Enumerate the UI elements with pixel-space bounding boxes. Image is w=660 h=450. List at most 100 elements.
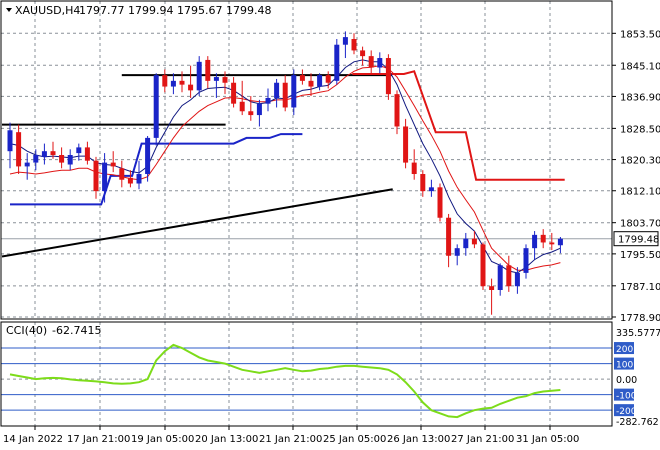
bear-candle-body: [360, 50, 366, 57]
bull-candle-body: [523, 248, 529, 273]
cci-level-tag: [614, 357, 634, 370]
bear-candle-body: [162, 75, 168, 87]
price-tick-label: 1853.50: [620, 29, 660, 40]
bear-candle-body: [127, 177, 133, 184]
bear-candle-body: [84, 147, 90, 161]
bull-candle-body: [41, 151, 47, 157]
bull-candle-body: [76, 147, 82, 154]
bear-candle-body: [205, 59, 211, 81]
bear-candle-body: [110, 162, 116, 167]
cci-level-label: 100: [616, 361, 633, 371]
cci-level-tag: [614, 404, 634, 417]
bear-candle-body: [50, 151, 56, 155]
bull-candle-body: [265, 97, 271, 104]
symbol-header: XAUUSD,H4: [15, 4, 80, 17]
bear-candle-body: [299, 75, 305, 81]
cci-level-label: -100: [616, 392, 637, 402]
bull-candle-body: [428, 187, 434, 192]
price-tick-label: 1836.90: [620, 92, 660, 103]
bear-candle-body: [471, 238, 477, 245]
bull-candle-body: [24, 162, 30, 167]
price-overlays: [1, 70, 565, 258]
price-tick-label: 1820.30: [620, 156, 660, 167]
bull-candle-body: [342, 37, 348, 45]
bear-candle-body: [506, 265, 512, 287]
cci-tick-label: 335.5777: [616, 328, 660, 339]
current-price-tag: [613, 231, 659, 247]
price-tick-label: 1778.90: [620, 313, 660, 324]
time-tick-label: 21 Jan 21:00: [259, 434, 322, 445]
cci-grid: [1, 322, 612, 426]
time-tick-label: 17 Jan 21:00: [67, 434, 130, 445]
bear-candle-body: [59, 155, 65, 163]
price-tick-label: 1795.50: [620, 250, 660, 261]
bull-candle-body: [145, 137, 151, 175]
bull-candle-body: [334, 44, 340, 81]
bear-candle-body: [16, 132, 22, 167]
bear-candle-body: [368, 56, 374, 68]
candles: [7, 31, 563, 315]
price-tick-label: 1803.70: [620, 219, 660, 230]
ohlc-header: 1797.77 1799.94 1795.67 1799.48: [79, 4, 271, 17]
bear-candle-body: [239, 101, 245, 112]
bear-candle-body: [480, 244, 486, 287]
bear-candle-body: [403, 126, 409, 163]
bear-candle-body: [351, 39, 357, 51]
time-tick-label: 20 Jan 13:00: [195, 434, 258, 445]
bull-candle-body: [136, 174, 142, 184]
price-tick-label: 1828.50: [620, 124, 660, 135]
bear-candle-body: [437, 187, 443, 218]
bull-candle-body: [7, 130, 13, 152]
bull-candle-body: [463, 238, 469, 249]
symbol-dropdown-icon[interactable]: [6, 8, 12, 12]
bear-candle-body: [385, 58, 391, 95]
bull-candle-body: [532, 234, 538, 249]
bear-candle-body: [540, 234, 546, 243]
bull-candle-body: [256, 103, 262, 116]
cci-panel-frame: [0, 321, 613, 427]
cci-axis: 335.5777 200 100 0.00 -100 -200-282.762: [614, 328, 660, 428]
bear-candle-body: [282, 82, 288, 108]
bear-candle-body: [411, 162, 417, 175]
bull-candle-body: [274, 82, 280, 98]
bull-candle-body: [67, 155, 73, 165]
cci-plot: [9, 343, 561, 419]
price-tick-label: 1845.10: [620, 61, 660, 72]
bull-candle-body: [213, 77, 219, 81]
bear-candle-body: [325, 75, 331, 83]
bear-candle-body: [188, 84, 194, 91]
bear-candle-body: [119, 168, 125, 180]
bear-candle-body: [222, 77, 228, 83]
bull-candle-body: [317, 75, 323, 87]
price-axis: 1853.50 1845.10 1836.90 1828.50 1820.30 1812.…: [612, 29, 660, 324]
bull-candle-body: [33, 155, 39, 163]
bull-candle-body: [454, 248, 460, 256]
cci-line: [9, 343, 561, 419]
bear-candle-body: [394, 94, 400, 127]
cci-level-label: -200: [616, 407, 637, 417]
bull-candle-body: [196, 61, 202, 91]
trendline: [1, 188, 393, 258]
cci-tick-label: -282.762: [616, 417, 659, 428]
bear-candle-body: [93, 160, 99, 192]
time-tick-label: 31 Jan 05:00: [516, 434, 579, 445]
bull-candle-body: [170, 80, 176, 87]
cci-tick-label: 0.00: [616, 375, 637, 386]
current-price-value: 1799.48: [618, 235, 659, 246]
cci-level-tag: [614, 388, 634, 401]
bear-candle-body: [248, 111, 254, 116]
bear-candle-body: [489, 286, 495, 290]
cci-level-label: 200: [616, 345, 633, 355]
bull-candle-body: [557, 238, 563, 246]
bull-candle-body: [153, 75, 159, 138]
cci-label: CCI(40): [6, 324, 47, 337]
cci-value: -62.7415: [52, 324, 101, 337]
time-tick-label: 27 Jan 21:00: [451, 434, 514, 445]
bear-candle-body: [231, 82, 237, 104]
red-stop-line: [352, 70, 565, 181]
time-tick-label: 14 Jan 2022: [3, 434, 63, 445]
time-tick-label: 25 Jan 05:00: [323, 434, 386, 445]
time-tick-label: 26 Jan 13:00: [387, 434, 450, 445]
bull-candle-body: [514, 272, 520, 287]
